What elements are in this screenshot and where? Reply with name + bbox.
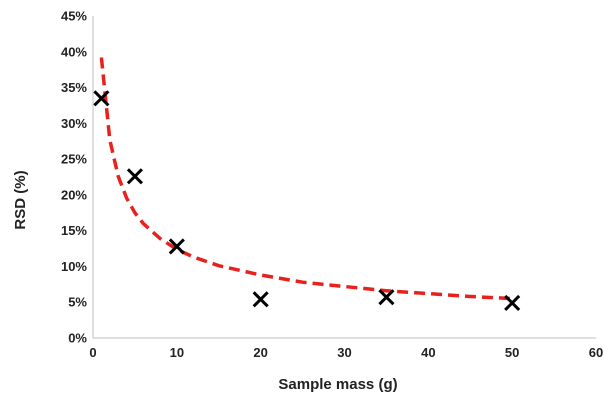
x-tick-label: 40: [421, 345, 435, 360]
data-point-marker: [504, 294, 521, 311]
data-point-marker: [252, 291, 269, 308]
x-tick-label: 30: [337, 345, 351, 360]
y-tick-label: 30%: [61, 116, 87, 131]
y-tick-label: 20%: [61, 187, 87, 202]
y-tick-label: 40%: [61, 44, 87, 59]
y-tick-label: 0%: [68, 331, 87, 346]
y-tick-label: 25%: [61, 152, 87, 167]
y-tick-label: 45%: [61, 9, 87, 24]
trendline-layer: [99, 57, 513, 301]
x-tick-label: 60: [589, 345, 603, 360]
y-axis-tick-labels: 0% 5% 10% 15% 20% 25% 30% 35% 40% 45%: [61, 9, 87, 346]
x-tick-label: 20: [253, 345, 267, 360]
x-axis-title: Sample mass (g): [278, 376, 397, 393]
y-tick-label: 10%: [61, 259, 87, 274]
x-axis-tick-labels: 0 10 20 30 40 50 60: [89, 345, 603, 360]
data-point-marker: [93, 90, 110, 107]
data-point-marker: [168, 238, 185, 255]
x-tick-label: 10: [170, 345, 184, 360]
y-axis-title: RSD (%): [12, 170, 29, 229]
y-tick-label: 5%: [68, 295, 87, 310]
data-point-marker: [126, 168, 143, 185]
x-tick-label: 50: [505, 345, 519, 360]
y-tick-label: 15%: [61, 223, 87, 238]
axes: [92, 16, 596, 339]
y-tick-label: 35%: [61, 80, 87, 95]
data-point-marker: [378, 289, 395, 306]
power-trendline: [99, 57, 513, 301]
data-points-layer: [93, 90, 521, 311]
x-tick-label: 0: [89, 345, 96, 360]
